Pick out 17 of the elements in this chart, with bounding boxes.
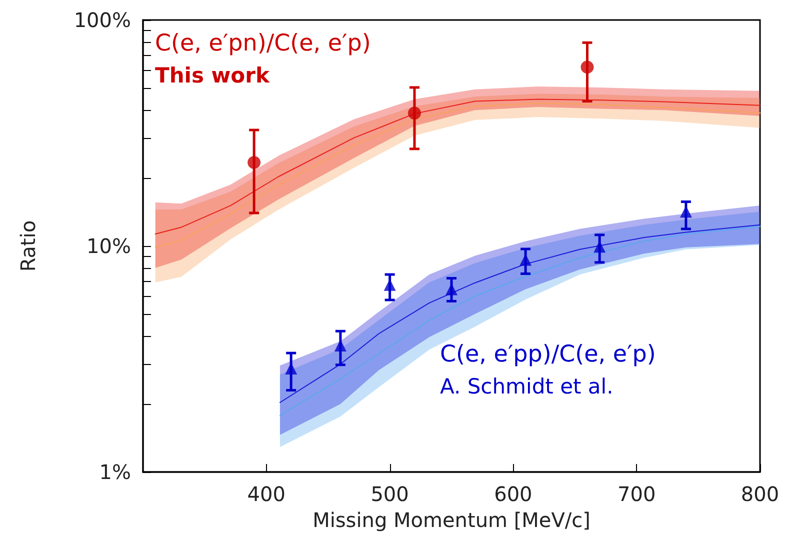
y-axis-title: Ratio [16,220,40,272]
point [408,106,421,120]
y-tick-label: 100% [74,8,131,32]
x-tick-label: 500 [370,482,409,506]
x-tick-label: 700 [618,482,656,506]
point [580,60,594,74]
annotation: This work [155,64,270,88]
x-tick-label: 800 [740,482,780,506]
y-tick-label: 1% [99,460,131,484]
point [248,156,261,170]
text: C(e, e′pn)/C(e, e′p) [155,30,371,56]
x-tick-label: 600 [494,482,532,506]
annotation: A. Schmidt et al. [440,374,614,398]
x-tick-label: 400 [247,482,286,506]
y-tick-label: 10% [86,234,131,258]
text: C(e, e′pp)/C(e, e′p) [440,342,656,368]
x-axis-title: Missing Momentum [MeV/c] [312,508,590,532]
